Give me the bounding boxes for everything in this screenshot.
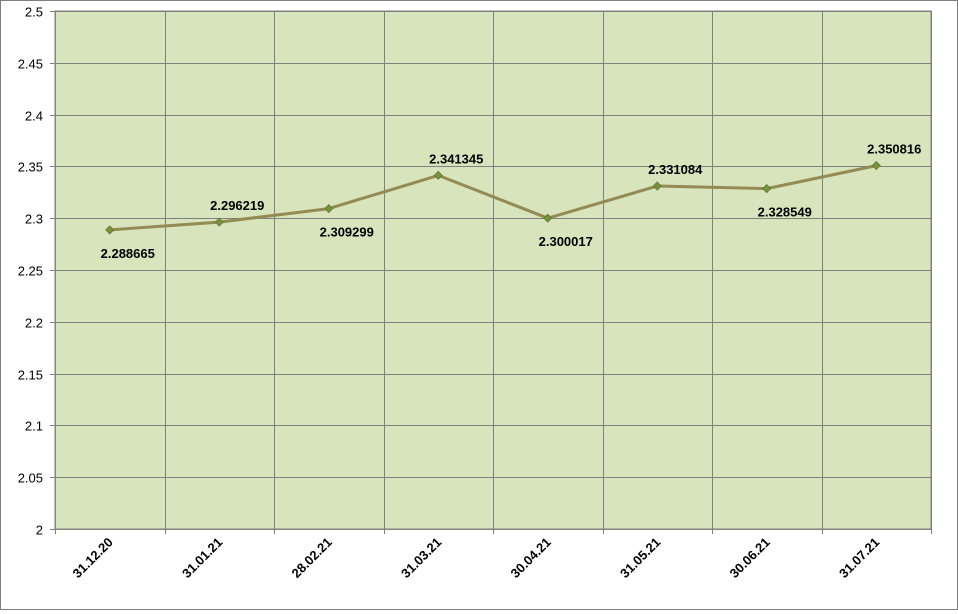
data-label: 2.300017 [539,234,593,249]
axes [50,11,932,534]
data-point-marker [324,204,334,214]
series-line [109,164,877,232]
x-tick-label: 31.01.21 [179,535,225,581]
data-label: 2.309299 [320,225,374,240]
x-tick-label: 31.07.21 [836,535,882,581]
data-label: 2.331084 [648,162,703,177]
y-tick-label: 2.15 [18,368,43,383]
y-tick-label: 2.1 [25,419,43,434]
data-point-marker [214,217,224,227]
x-tick-label: 31.03.21 [398,535,444,581]
data-label: 2.350816 [867,142,921,157]
x-tick-label: 28.02.21 [288,535,334,581]
y-tick-label: 2.4 [25,109,43,124]
x-tick-label: 30.06.21 [726,535,772,581]
data-point-marker [871,160,881,171]
x-tick-label: 31.12.20 [69,535,115,581]
y-tick-label: 2 [36,523,43,538]
data-point-marker [433,170,443,180]
y-tick-label: 2.2 [25,316,43,331]
y-tick-label: 2.05 [18,471,43,486]
y-tick-label: 2.3 [25,212,43,227]
data-label: 2.341345 [429,151,483,166]
x-tick-label: 31.05.21 [617,535,663,581]
data-point-marker [105,225,115,235]
x-tick-label: 30.04.21 [507,535,553,581]
y-tick-label: 2.35 [18,160,43,175]
data-labels: 2.288665 2.296219 2.309299 2.341345 2.300017… [101,142,922,261]
y-axis-tick-labels: 2 2.05 2.1 2.15 2.2 2.25 2.3 2.35 2.4 2.45 2.5 [18,5,43,538]
y-tick-label: 2.45 [18,57,43,72]
data-point-marker [652,181,662,191]
data-label: 2.328549 [758,205,812,220]
data-point-marker [543,213,553,223]
y-tick-label: 2.25 [18,264,43,279]
data-label: 2.296219 [210,198,264,213]
series-layer [105,160,881,235]
x-axis-tick-labels: 31.12.20 31.01.21 28.02.21 31.03.21 30.04.21… [69,535,882,581]
y-tick-label: 2.5 [25,5,43,20]
data-label: 2.288665 [101,246,155,261]
data-point-marker [762,184,772,194]
